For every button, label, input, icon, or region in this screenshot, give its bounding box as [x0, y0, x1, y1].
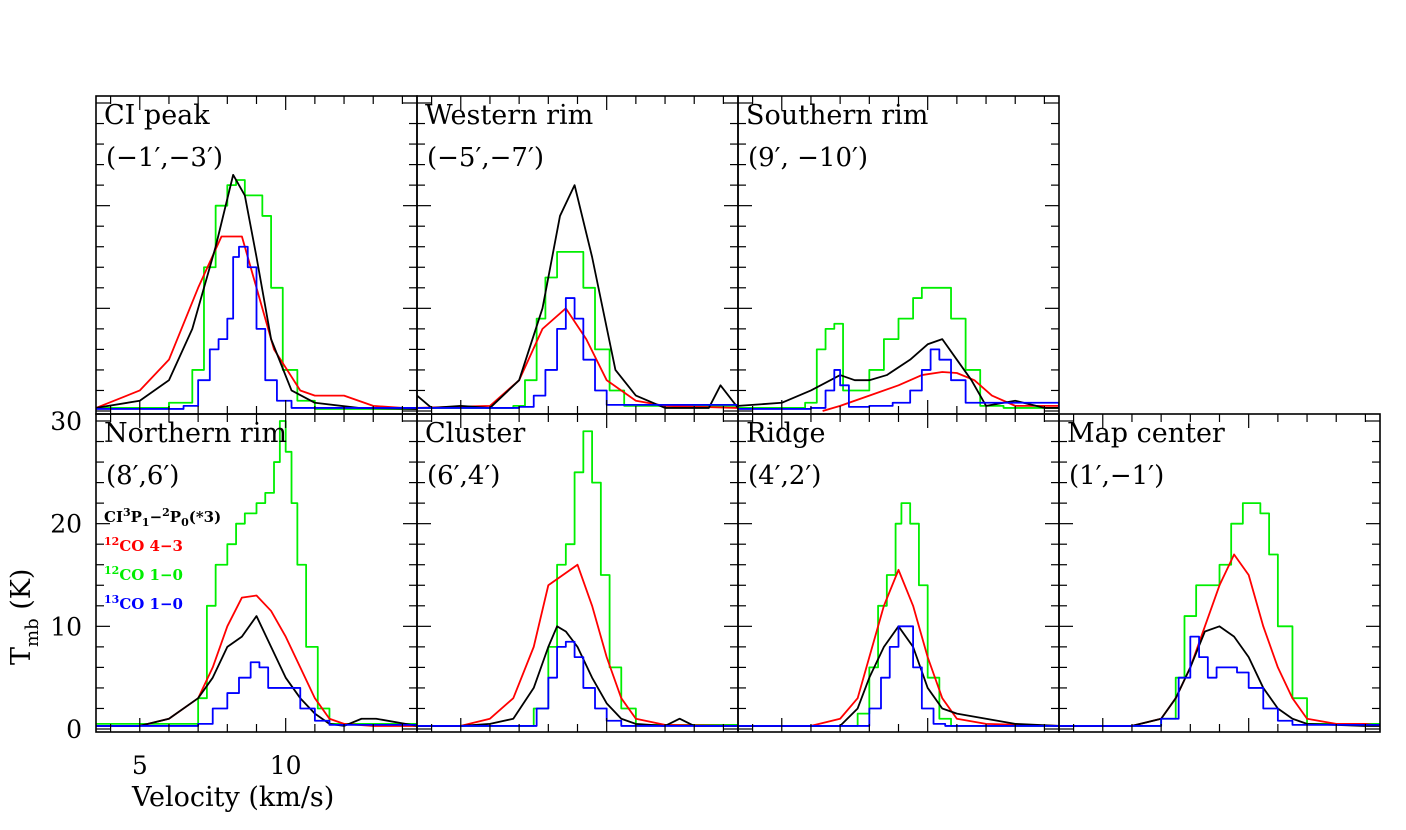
panel-coordinate: (−5′,−7′)	[427, 143, 544, 173]
series-ci	[738, 338, 1059, 409]
panel-coordinate: (1′,−1′)	[1069, 461, 1164, 491]
x-tick-label: 5	[132, 751, 148, 780]
panel-traces	[96, 420, 417, 727]
series-co43	[822, 371, 1059, 412]
series-co10	[738, 502, 1059, 727]
panel-coordinate: (−1′,−3′)	[106, 143, 223, 173]
panel-traces	[738, 286, 1059, 412]
axis-layer: Tmb (K) Velocity (km/s)	[6, 569, 334, 813]
y-tick-label: 0	[66, 715, 82, 744]
legend-part: CO 4−3	[119, 537, 183, 555]
panel-traces	[417, 430, 738, 727]
panel-coordinate: (4′,2′)	[748, 461, 821, 491]
legend-part: (*3)	[189, 508, 221, 526]
series-co43	[417, 307, 738, 409]
legend-entry-co43: 12CO 4−3	[104, 535, 183, 555]
panel-title: Western rim	[425, 100, 593, 131]
legend-part: CO 1−0	[119, 566, 183, 584]
series-ci	[738, 625, 1059, 727]
series-13co10	[738, 348, 1059, 410]
panel-southern-rim: Southern rim (9′, −10′)	[737, 95, 1060, 415]
legend-part: 1	[142, 516, 150, 529]
series-co10	[417, 250, 738, 409]
legend-part: 3	[123, 506, 131, 519]
legend-entry-ci: CI3P1−2P0(*3)	[104, 506, 221, 529]
series-13co10	[96, 661, 417, 727]
legend-part: 2	[162, 506, 170, 519]
y-axis-label-main: T	[6, 647, 37, 665]
x-axis-label: Velocity (km/s)	[131, 782, 334, 813]
legend-part: 0	[181, 516, 189, 529]
series-ci	[417, 625, 738, 727]
series-co43	[96, 594, 417, 727]
legend-part: P	[131, 508, 142, 526]
series-co43	[738, 568, 1059, 727]
y-axis-label-sub: mb	[22, 618, 43, 647]
panel-ci-peak: CI peak (−1′,−3′)	[95, 95, 418, 415]
legend-part: 13	[104, 593, 119, 606]
panel-traces	[96, 173, 417, 410]
panel-traces	[1059, 502, 1380, 727]
legend-part: P	[170, 508, 181, 526]
panel-ridge: Ridge (4′,2′)	[737, 413, 1060, 733]
panel-title: Southern rim	[746, 100, 928, 131]
x-tick-label: 10	[270, 751, 302, 780]
series-13co10	[417, 297, 738, 409]
series-13co10	[417, 640, 738, 727]
legend-part: 12	[104, 564, 119, 577]
panel-traces	[738, 502, 1059, 727]
panel-coordinate: (9′, −10′)	[748, 143, 868, 173]
series-13co10	[738, 625, 1059, 727]
legend-part: 12	[104, 535, 119, 548]
series-ci	[96, 173, 417, 410]
legend-part: CI	[104, 508, 123, 526]
panel-title: Ridge	[746, 418, 826, 449]
series-co10	[1059, 502, 1380, 727]
series-co10	[96, 420, 417, 726]
panel-map-center: Map center (1′,−1′)	[1058, 413, 1381, 733]
panels-layer: CI peak (−1′,−3′) Western rim (−5′,−7′) Sout…	[50, 95, 1381, 780]
panel-title: Northern rim	[104, 418, 287, 449]
y-axis-label: Tmb (K)	[6, 569, 43, 665]
series-13co10	[96, 245, 417, 410]
series-co10	[738, 286, 1059, 409]
series-13co10	[1059, 635, 1380, 727]
panel-title: Map center	[1067, 418, 1225, 449]
panel-coordinate: (8′,6′)	[106, 461, 179, 491]
series-ci	[417, 184, 738, 409]
legend-entry-13co10: 13CO 1−0	[104, 593, 183, 613]
series-ci	[96, 615, 417, 727]
series-ci	[1059, 625, 1380, 727]
series-co10	[96, 179, 417, 410]
panel-cluster: Cluster (6′,4′)	[416, 413, 739, 733]
legend-part: −	[150, 508, 163, 526]
y-tick-label: 20	[50, 510, 82, 539]
panel-coordinate: (6′,4′)	[427, 461, 500, 491]
legend-part: CO 1−0	[119, 595, 183, 613]
panel-traces	[417, 184, 738, 409]
y-tick-label: 30	[50, 407, 82, 436]
legend-entry-co10: 12CO 1−0	[104, 564, 183, 584]
y-tick-label: 10	[50, 612, 82, 641]
series-co43	[417, 563, 738, 727]
y-axis-label-unit: (K)	[6, 569, 37, 619]
panel-title: CI peak	[104, 100, 210, 131]
panel-western-rim: Western rim (−5′,−7′)	[416, 95, 739, 415]
panel-title: Cluster	[425, 418, 525, 449]
